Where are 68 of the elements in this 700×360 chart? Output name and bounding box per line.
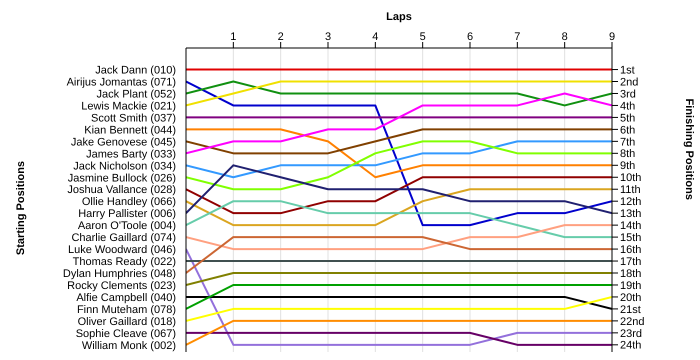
series-label: Jack Plant (052) [96, 88, 176, 100]
line-series [186, 140, 612, 178]
series-label: Aaron O'Toole (004) [78, 220, 176, 232]
series-label: William Monk (002) [82, 340, 176, 352]
series-label: Scott Smith (037) [91, 112, 176, 124]
x-axis-title: Laps [386, 10, 412, 23]
x-tick-label: 2 [278, 31, 284, 43]
x-tick-label: 9 [608, 31, 616, 43]
series-label: Kian Bennett (044) [84, 124, 176, 136]
y2-tick-label: 22nd [620, 316, 644, 328]
y2-tick-label: 12th [620, 196, 642, 208]
series-label: Ollie Handley (066) [82, 196, 176, 208]
series-label: Thomas Ready (022) [72, 256, 176, 268]
line-series [186, 200, 612, 238]
y2-tick-label: 14th [620, 220, 642, 232]
line-series [186, 80, 612, 226]
y2-tick-label: 15th [620, 232, 642, 244]
series-label: Harry Pallister (006) [78, 208, 176, 220]
y2-tick-label: 3rd [620, 88, 636, 100]
x-tick-label: 6 [466, 31, 474, 43]
y2-tick-label: 23rd [620, 328, 642, 340]
x-tick-label: 8 [562, 31, 568, 43]
series-label: Jack Nicholson (034) [73, 160, 176, 172]
y2-tick-label: 9th [620, 160, 636, 172]
y2-tick-label: 20th [620, 292, 642, 304]
series-label: Alfie Campbell (040) [76, 292, 176, 304]
x-tick-label: 7 [514, 31, 520, 43]
y2-tick-label: 17th [620, 256, 642, 268]
line-series [186, 164, 612, 214]
series-label: Luke Woodward (046) [68, 244, 176, 256]
text: Starting Positions [15, 160, 27, 256]
x-tick-label: 5 [420, 31, 426, 43]
x-tick-label: 3 [324, 31, 332, 43]
series-label: Lewis Mackie (021) [81, 100, 176, 112]
series-label: Charlie Gaillard (074) [71, 232, 176, 244]
y2-tick-label: 11th [620, 184, 641, 196]
y2-tick-label: 13th [620, 208, 642, 220]
y2-tick-label: 21st [620, 304, 641, 316]
line-series [186, 128, 612, 178]
y2-tick-label: 2nd [620, 76, 638, 88]
series-label: Finn Muteham (078) [76, 304, 176, 316]
y2-tick-label: 16th [620, 244, 642, 256]
line-series [186, 176, 612, 214]
y2-tick-label: 8th [620, 148, 636, 160]
line-series [186, 92, 612, 154]
line-series [186, 140, 612, 190]
y2-axis-title: Finishing Positions [683, 98, 696, 200]
series-label: Jasmine Bullock (026) [68, 172, 176, 184]
y2-tick-label: 1st [620, 64, 635, 76]
x-tick-label: 4 [372, 31, 378, 43]
series-label: Jake Genovese (045) [70, 136, 176, 148]
series-label: Dylan Humphries (048) [62, 268, 176, 280]
series-label: Jack Dann (010) [95, 64, 176, 77]
series-label: Rocky Clements (023) [67, 280, 176, 292]
series-label: Airijus Jomantas (071) [66, 76, 176, 89]
series-label: James Barty (033) [86, 148, 176, 160]
series-label: Joshua Vallance (028) [67, 184, 176, 196]
y2-tick-label: 4th [620, 100, 636, 112]
y2-tick-label: 10th [620, 172, 642, 184]
series-label: Sophie Cleave (067) [76, 328, 176, 340]
y2-tick-label: 24th [620, 340, 642, 352]
y2-tick-label: 19th [620, 280, 642, 292]
y2-tick-label: 18th [620, 268, 642, 280]
y2-tick-label: 5th [620, 112, 636, 124]
y2-tick-label: 7th [620, 136, 636, 148]
series-label: Oliver Gaillard (018) [78, 316, 176, 328]
y2-tick-label: 6th [620, 124, 636, 136]
x-tick-label: 1 [230, 31, 236, 43]
